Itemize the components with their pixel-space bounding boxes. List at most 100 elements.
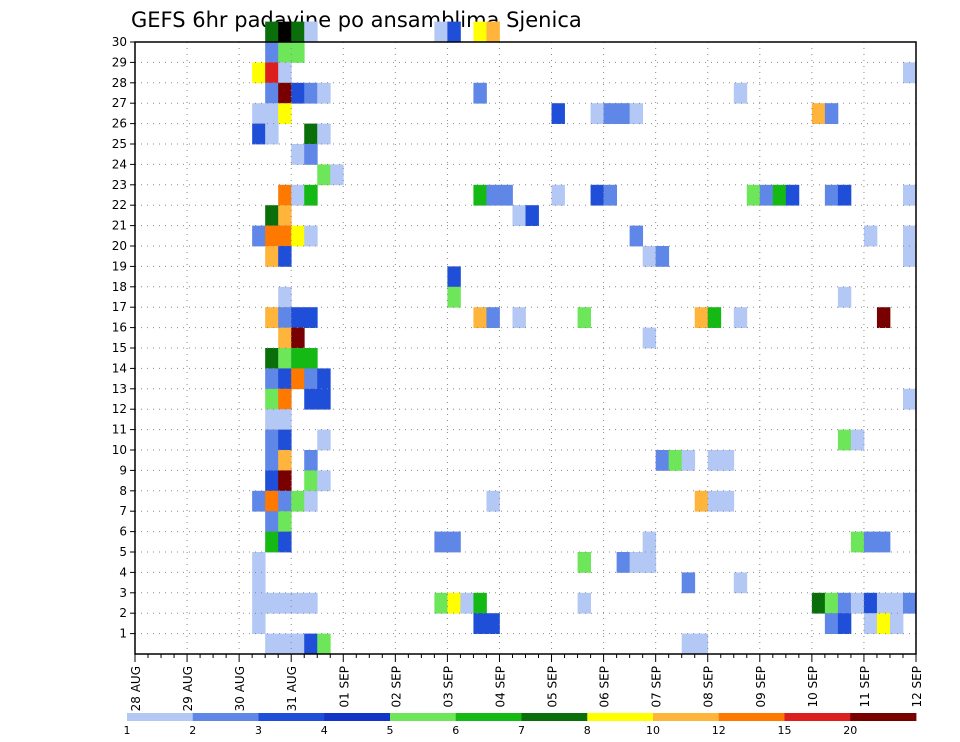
y-tick-label: 2: [119, 606, 127, 620]
legend-swatch: [324, 713, 391, 721]
y-tick-label: 8: [119, 484, 127, 498]
legend-swatch: [587, 713, 654, 721]
heatmap-cell: [291, 490, 305, 512]
legend-label: 12: [712, 724, 726, 737]
heatmap-cell: [902, 184, 917, 206]
heatmap-cell: [876, 531, 891, 553]
heatmap-cell: [252, 552, 266, 573]
heatmap-cell: [265, 388, 279, 410]
x-tick-label: 31 AUG: [285, 666, 299, 711]
x-tick-label: 07 SEP: [650, 666, 664, 708]
heatmap-cell: [265, 490, 279, 512]
heatmap-cell: [278, 633, 292, 655]
heatmap-cell: [278, 409, 292, 430]
heatmap-cell: [759, 184, 774, 206]
heatmap-cell: [252, 572, 266, 594]
heatmap-cell: [265, 82, 279, 104]
heatmap-cell: [837, 184, 852, 206]
heatmap-cell: [265, 123, 279, 145]
heatmap-cell: [291, 21, 305, 43]
heatmap-cell: [434, 531, 448, 553]
heatmap-cell: [278, 429, 292, 451]
legend-label: 5: [387, 724, 394, 737]
heatmap-cell: [278, 348, 292, 369]
heatmap-cell: [655, 450, 670, 471]
heatmap-cell: [278, 531, 292, 553]
heatmap-cell: [642, 552, 657, 573]
heatmap-cell: [525, 205, 539, 226]
heatmap-cell: [577, 552, 591, 573]
heatmap-cell: [252, 490, 266, 512]
heatmap-cell: [265, 409, 279, 430]
y-tick-label: 10: [112, 443, 127, 457]
heatmap-cell: [655, 246, 670, 267]
heatmap-cell: [278, 327, 292, 349]
heatmap-cell: [291, 42, 305, 63]
y-tick-label: 24: [112, 157, 127, 171]
heatmap-cell: [304, 82, 318, 104]
heatmap-cell: [681, 572, 696, 594]
heatmap-cell: [824, 184, 839, 206]
heatmap-cell: [317, 82, 331, 104]
y-tick-label: 5: [119, 545, 127, 559]
grid-lines: [135, 42, 916, 654]
y-axis: 1234567891011121314151617181920212223242…: [112, 35, 135, 641]
heatmap-cell: [317, 123, 331, 145]
legend-swatch: [192, 713, 259, 721]
heatmap-cells: [252, 21, 917, 655]
x-tick-label: 11 SEP: [858, 666, 872, 708]
legend-label: 10: [646, 724, 660, 737]
heatmap-cell: [902, 388, 917, 410]
heatmap-cell: [837, 286, 852, 308]
heatmap-cell: [304, 490, 318, 512]
heatmap-cell: [512, 205, 526, 226]
heatmap-cell: [616, 103, 631, 124]
legend-label: 1: [124, 724, 131, 737]
heatmap-cell: [304, 450, 318, 471]
heatmap-cell: [278, 225, 292, 247]
heatmap-cell: [291, 348, 305, 369]
legend-label: 4: [321, 724, 328, 737]
heatmap-cell: [889, 613, 904, 634]
heatmap-cell: [733, 82, 748, 104]
heatmap-cell: [265, 511, 279, 532]
heatmap-cell: [473, 82, 487, 104]
y-tick-label: 30: [112, 35, 127, 49]
heatmap-cell: [863, 531, 878, 553]
heatmap-cell: [265, 450, 279, 471]
heatmap-cell: [278, 470, 292, 492]
x-tick-label: 12 SEP: [910, 666, 924, 708]
heatmap-cell: [616, 552, 631, 573]
heatmap-cell: [551, 103, 565, 124]
heatmap-cell: [642, 531, 657, 553]
heatmap-cell: [291, 184, 305, 206]
heatmap-cell: [291, 307, 305, 328]
heatmap-cell: [603, 103, 618, 124]
heatmap-cell: [291, 225, 305, 247]
heatmap-cell: [694, 307, 709, 328]
heatmap-cell: [850, 592, 865, 614]
heatmap-cell: [278, 286, 292, 308]
heatmap-cell: [681, 633, 696, 655]
heatmap-cell: [304, 184, 318, 206]
heatmap-cell: [278, 307, 292, 328]
y-tick-label: 11: [112, 423, 127, 437]
y-tick-label: 3: [119, 586, 127, 600]
heatmap-cell: [291, 633, 305, 655]
x-tick-label: 05 SEP: [546, 666, 560, 708]
x-tick-label: 08 SEP: [702, 666, 716, 708]
legend-swatch: [127, 713, 194, 721]
y-tick-label: 29: [112, 55, 127, 69]
heatmap-cell: [265, 103, 279, 124]
legend-swatch: [390, 713, 457, 721]
heatmap-cell: [265, 307, 279, 328]
y-tick-label: 7: [119, 504, 127, 518]
heatmap-cell: [863, 613, 878, 634]
heatmap-cell: [304, 592, 318, 614]
x-tick-label: 09 SEP: [754, 666, 768, 708]
heatmap-cell: [447, 592, 461, 614]
heatmap-cell: [304, 470, 318, 492]
heatmap-cell: [252, 123, 266, 145]
heatmap-cell: [577, 592, 591, 614]
